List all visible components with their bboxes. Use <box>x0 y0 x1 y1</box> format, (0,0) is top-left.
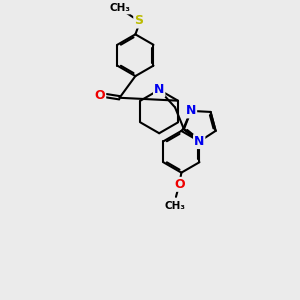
Text: CH₃: CH₃ <box>165 201 186 211</box>
Text: N: N <box>194 135 204 148</box>
Text: N: N <box>154 83 164 96</box>
Text: O: O <box>94 89 105 102</box>
Text: N: N <box>186 104 196 117</box>
Text: CH₃: CH₃ <box>109 4 130 14</box>
Text: S: S <box>134 14 143 28</box>
Text: O: O <box>174 178 184 191</box>
